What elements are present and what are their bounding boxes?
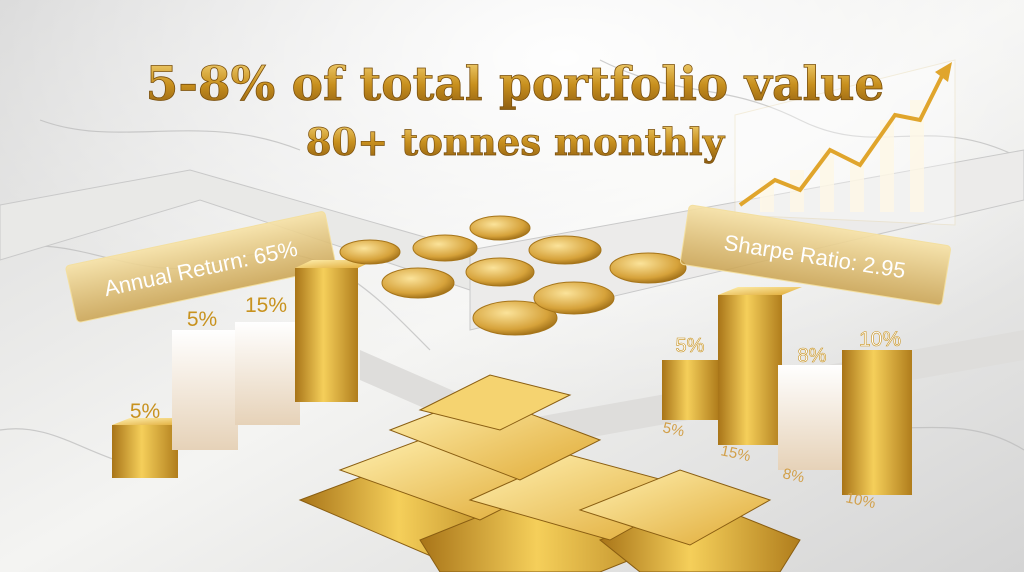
tag-plate [680, 204, 951, 306]
bar-label: 5% [676, 335, 705, 357]
bar-label: 8% [798, 345, 827, 367]
glass-line-chart [734, 59, 956, 226]
bar-top [718, 287, 802, 295]
bar [662, 360, 718, 420]
left-panel-tag: Annual Return: 65% [65, 211, 337, 323]
bar [718, 295, 782, 445]
floor-label: 10% [844, 489, 877, 512]
bar [778, 365, 842, 470]
bar-label: 5% [187, 308, 217, 331]
subheadline: 80+ tonnes monthly [306, 120, 726, 164]
bar [842, 350, 912, 495]
gold-bullion [298, 374, 801, 572]
headline: 5-8% of total portfolio value [146, 57, 885, 112]
bar [295, 268, 358, 402]
right-bars [662, 287, 912, 495]
bar [112, 425, 178, 478]
floor-label: 15% [719, 442, 752, 465]
floor-label: 5% [661, 419, 686, 440]
floor-labels: 5% 15% 8% 10% [661, 419, 877, 512]
bar-label: 10% [859, 328, 901, 351]
tag-plate [65, 211, 337, 323]
bar-label: 5% [130, 400, 160, 423]
right-panel-tag: Sharpe Ratio: 2.95 [680, 204, 951, 306]
floor-label: 8% [781, 465, 806, 486]
bar [172, 330, 238, 450]
bar [235, 322, 300, 425]
left-bars [112, 260, 375, 478]
coins [339, 215, 687, 336]
bar-label: 15% [245, 294, 287, 317]
